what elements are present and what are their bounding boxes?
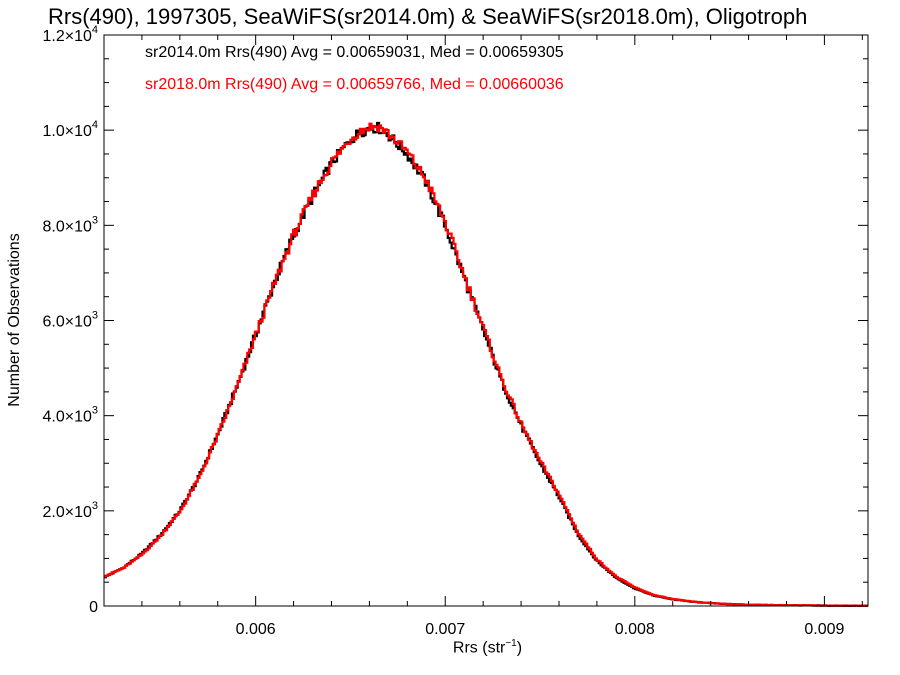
x-tick-label: 0.006 — [236, 621, 276, 638]
y-tick-label: 8.0×103 — [42, 214, 98, 235]
x-axis-title: Rrs (str−1) — [452, 638, 523, 657]
legend-entry-sr2018: sr2018.0m Rrs(490) Avg = 0.00659766, Med… — [145, 76, 564, 93]
plot-frame — [103, 34, 869, 607]
y-tick-label: 1.2×104 — [42, 24, 98, 45]
x-tick-label: 0.009 — [804, 621, 844, 638]
y-tick-label: 2.0×103 — [42, 500, 98, 521]
y-axis-title: Number of Observations — [6, 233, 23, 407]
x-tick-label: 0.007 — [425, 621, 465, 638]
chart-title: Rrs(490), 1997305, SeaWiFS(sr2014.0m) & … — [48, 4, 808, 29]
legend-entry-sr2014: sr2014.0m Rrs(490) Avg = 0.00659031, Med… — [145, 44, 564, 61]
y-tick-label: 1.0×104 — [42, 119, 98, 140]
histogram-series-sr2018 — [104, 122, 868, 607]
y-tick-label: 0 — [89, 599, 98, 616]
y-tick-label: 4.0×103 — [42, 405, 98, 426]
histogram-series-sr2014 — [104, 121, 868, 607]
x-tick-label: 0.008 — [615, 621, 655, 638]
y-tick-label: 6.0×103 — [42, 310, 98, 331]
